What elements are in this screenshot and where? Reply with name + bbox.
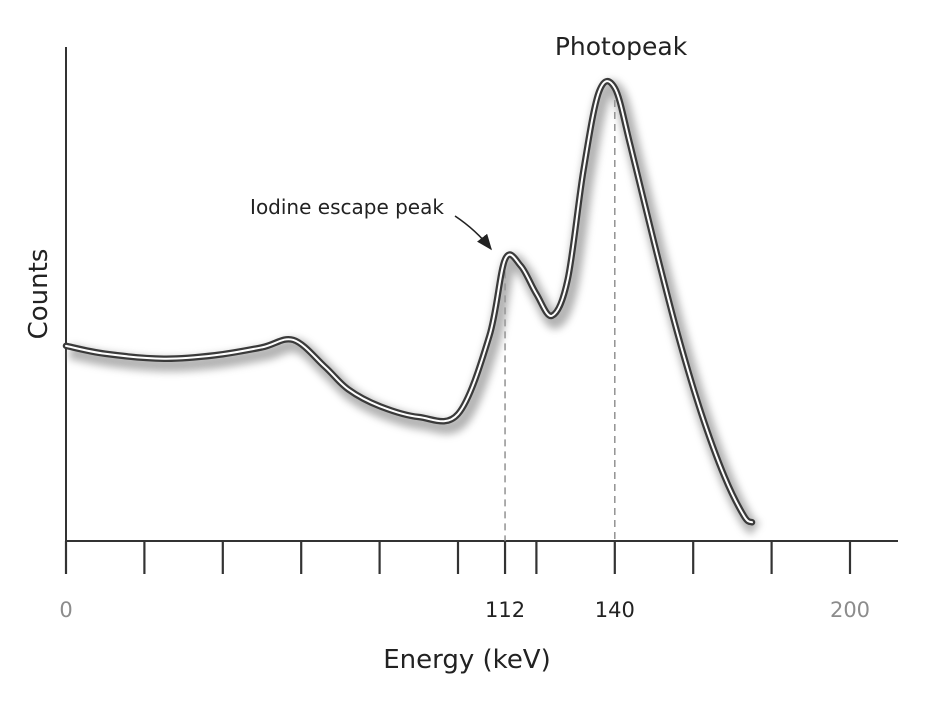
x-tick-label-200: 200: [830, 598, 870, 622]
x-tick-label-140: 140: [595, 598, 635, 622]
spectrum-line-highlight: [65, 80, 753, 524]
iodine-escape-peak-label: Iodine escape peak: [250, 195, 444, 219]
photopeak-label: Photopeak: [555, 32, 688, 61]
y-axis-label: Counts: [24, 249, 54, 340]
x-tick-label-112: 112: [485, 598, 525, 622]
iodine-escape-peak-arrow: [454, 215, 492, 251]
curve-shadow: [68, 80, 761, 535]
x-axis-label: Energy (keV): [383, 645, 551, 675]
x-tick-label-0: 0: [59, 598, 72, 622]
spectrum-line: [62, 77, 756, 526]
